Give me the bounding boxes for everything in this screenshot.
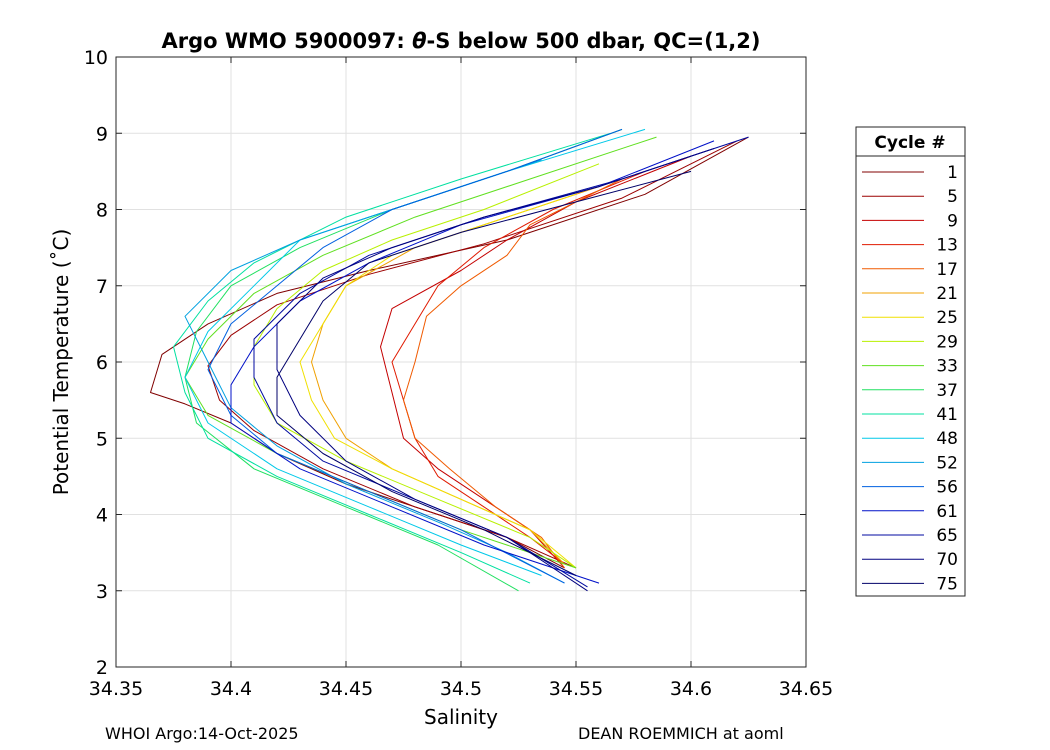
x-axis-label: Salinity: [424, 705, 498, 729]
series-line-cycle-75: [276, 170, 692, 576]
legend-label-cycle-61: 61: [936, 502, 958, 522]
series-line-cycle-29: [253, 163, 600, 569]
series-line-cycle-5: [207, 140, 738, 569]
legend-label-cycle-48: 48: [936, 429, 958, 449]
legend-label-cycle-5: 5: [947, 187, 958, 207]
series-line-cycle-1: [150, 136, 749, 569]
x-tick-label: 34.35: [89, 678, 143, 700]
grid: [116, 57, 806, 667]
legend-label-cycle-65: 65: [936, 526, 958, 546]
y-tick-label: 8: [96, 200, 108, 222]
footer-left: WHOI Argo:14-Oct-2025: [105, 724, 299, 743]
series-line-cycle-56: [207, 128, 623, 584]
legend-label-cycle-75: 75: [936, 574, 958, 594]
axis-ticks: 34.35 34.4 34.45 34.5 34.55 34.6 34.65 2 3 4 5 6 7 8 9…: [84, 47, 833, 700]
x-tick-label: 34.65: [779, 678, 833, 700]
series-line-cycle-21: [311, 186, 600, 565]
y-tick-label: 4: [96, 505, 108, 527]
legend-label-cycle-13: 13: [936, 236, 958, 256]
series-line-cycle-17: [403, 178, 623, 569]
legend-label-cycle-37: 37: [936, 381, 958, 401]
legend-label-cycle-21: 21: [936, 284, 958, 304]
series-line-cycle-70: [276, 148, 715, 592]
series-line-cycle-25: [299, 193, 577, 569]
legend-label-cycle-9: 9: [947, 211, 958, 231]
y-tick-label: 3: [96, 581, 108, 603]
y-tick-label: 6: [96, 352, 108, 374]
y-tick-label: 5: [96, 428, 108, 450]
y-tick-label: 2: [96, 657, 108, 679]
series-lines: [150, 128, 749, 592]
series-line-cycle-9: [380, 155, 692, 569]
series-line-cycle-61: [230, 140, 715, 584]
legend-label-cycle-70: 70: [936, 550, 958, 570]
x-tick-label: 34.5: [440, 678, 482, 700]
legend-box: [855, 126, 966, 597]
series-line-cycle-13: [391, 170, 646, 565]
x-tick-label: 34.45: [319, 678, 373, 700]
series-line-cycle-52: [184, 159, 565, 584]
legend-label-cycle-1: 1: [947, 163, 958, 183]
legend-title: Cycle #: [874, 133, 945, 153]
y-tick-label: 10: [84, 47, 108, 69]
legend: Cycle # 1 5 9 13 17 21 25 29 33 37 41 48 52 56 61 65 70 7…: [855, 126, 966, 597]
legend-label-cycle-52: 52: [936, 453, 958, 473]
legend-label-cycle-29: 29: [936, 332, 958, 352]
x-tick-label: 34.4: [210, 678, 252, 700]
chart-title: Argo WMO 5900097: θ-S below 500 dbar, QC…: [161, 29, 760, 53]
x-tick-label: 34.55: [549, 678, 603, 700]
footer-right: DEAN ROEMMICH at aoml: [578, 724, 784, 743]
series-line-cycle-41: [173, 132, 611, 584]
y-tick-label: 9: [96, 123, 108, 145]
legend-label-cycle-56: 56: [936, 478, 958, 498]
legend-label-cycle-33: 33: [936, 357, 958, 377]
y-axis-label: Potential Temperature (˚C): [49, 229, 73, 496]
y-tick-label: 7: [96, 276, 108, 298]
legend-label-cycle-25: 25: [936, 308, 958, 328]
x-tick-label: 34.6: [670, 678, 712, 700]
legend-label-cycle-41: 41: [936, 405, 958, 425]
legend-label-cycle-17: 17: [936, 260, 958, 280]
